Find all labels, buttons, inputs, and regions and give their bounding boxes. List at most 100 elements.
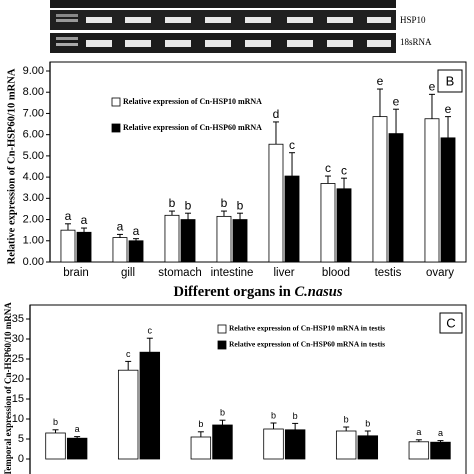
- error-bar: [81, 227, 88, 233]
- legend-label: Relative expression of Cn-HSP10 mRNA: [123, 97, 262, 106]
- error-bar: [364, 430, 371, 436]
- y-tick-label: 25: [12, 353, 24, 365]
- y-axis-label: Temporal expression of Cn-HSP60/10 mRNA: [3, 302, 13, 474]
- significance-letter: e: [393, 94, 400, 108]
- error-bar: [415, 439, 422, 442]
- error-bar: [125, 360, 132, 371]
- significance-letter: c: [126, 349, 131, 359]
- significance-letter: a: [438, 428, 443, 438]
- x-axis-title: Different organs in C.nasus: [174, 284, 343, 300]
- x-tick-label: brain: [63, 267, 89, 279]
- bar: [335, 430, 357, 460]
- legend-label: Relative expression of Cn-HSP60 mRNA in …: [229, 340, 385, 349]
- bar: [284, 429, 306, 460]
- significance-letter: a: [117, 220, 124, 234]
- bar: [232, 219, 248, 263]
- significance-letter: b: [198, 419, 203, 429]
- panel-label-box: [437, 69, 463, 93]
- bar: [117, 369, 139, 460]
- error-bar: [445, 116, 452, 138]
- error-bar: [272, 121, 279, 145]
- error-bar: [64, 223, 71, 231]
- error-bar: [343, 426, 350, 431]
- significance-letter: b: [169, 196, 176, 210]
- bar: [66, 437, 88, 460]
- gel-label: 18sRNA: [400, 37, 432, 47]
- significance-letter: e: [429, 80, 436, 94]
- y-tick-label: 1.00: [23, 235, 44, 247]
- y-tick-label: 35: [12, 313, 24, 325]
- bar: [180, 219, 196, 263]
- bar: [336, 188, 352, 263]
- error-bar: [219, 419, 226, 425]
- y-tick-label: 4.00: [23, 171, 44, 183]
- y-tick-label: 2.00: [23, 213, 44, 225]
- error-bar: [168, 210, 175, 216]
- x-tick-label: gill: [121, 267, 135, 279]
- significance-letter: c: [148, 326, 153, 336]
- gel-image: HSP10 18sRNA: [50, 0, 432, 53]
- legend-swatch: [217, 340, 227, 350]
- error-bar: [52, 429, 59, 433]
- y-tick-label: 15: [12, 393, 24, 405]
- panel-label: B: [446, 73, 455, 88]
- bar: [60, 229, 76, 263]
- significance-letter: b: [53, 417, 58, 427]
- bar: [45, 432, 66, 460]
- significance-letter: b: [344, 414, 349, 424]
- y-tick-label: 20: [12, 373, 24, 385]
- error-bar: [270, 422, 277, 429]
- significance-letter: b: [293, 411, 298, 421]
- significance-letter: a: [133, 224, 140, 238]
- bar: [216, 215, 232, 263]
- error-bar: [393, 108, 400, 134]
- significance-letter: a: [75, 424, 80, 434]
- x-tick-label: stomach: [158, 267, 201, 279]
- error-bar: [437, 440, 444, 443]
- y-tick-label: 3.00: [23, 192, 44, 204]
- x-tick-label: blood: [322, 267, 350, 279]
- error-bar: [428, 93, 435, 119]
- y-tick-label: 9.00: [23, 65, 44, 77]
- x-tick-label: testis: [375, 267, 402, 279]
- error-bar: [324, 175, 331, 184]
- y-tick-label: 0: [18, 453, 24, 465]
- legend-swatch: [111, 123, 121, 133]
- significance-letter: b: [221, 196, 228, 210]
- significance-letter: c: [289, 138, 295, 152]
- error-bar: [220, 210, 227, 217]
- significance-letter: e: [377, 74, 384, 88]
- significance-letter: b: [237, 198, 244, 212]
- bar: [112, 237, 128, 263]
- x-tick-label: liver: [273, 267, 294, 279]
- bar: [430, 441, 451, 460]
- bar: [424, 118, 440, 263]
- significance-letter: b: [271, 410, 276, 420]
- bar: [440, 137, 456, 263]
- significance-letter: a: [81, 213, 88, 227]
- error-bar: [133, 238, 140, 241]
- bar: [164, 214, 180, 263]
- significance-letter: a: [65, 209, 72, 223]
- y-tick-label: 5.00: [23, 150, 44, 162]
- bar: [190, 436, 212, 460]
- y-tick-label: 5: [18, 433, 24, 445]
- bar: [408, 441, 430, 460]
- error-bar: [146, 337, 153, 353]
- legend-swatch: [111, 97, 121, 107]
- error-bar: [197, 431, 204, 437]
- x-axis-title-species: C.nasus: [295, 284, 343, 300]
- bar: [268, 143, 284, 263]
- panel-label: C: [446, 315, 455, 330]
- bar: [284, 175, 300, 263]
- y-axis-label: Relative expression of Cn-HSP60/10 mRNA: [6, 68, 17, 264]
- x-tick-label: intestine: [211, 267, 254, 279]
- plot-frame: [49, 61, 467, 263]
- x-axis-title-text: Different organs in: [174, 284, 291, 300]
- bar: [76, 231, 92, 263]
- significance-letter: b: [185, 198, 192, 212]
- bar: [372, 116, 388, 263]
- bar: [212, 424, 233, 460]
- bar: [263, 428, 284, 460]
- significance-letter: b: [365, 418, 370, 428]
